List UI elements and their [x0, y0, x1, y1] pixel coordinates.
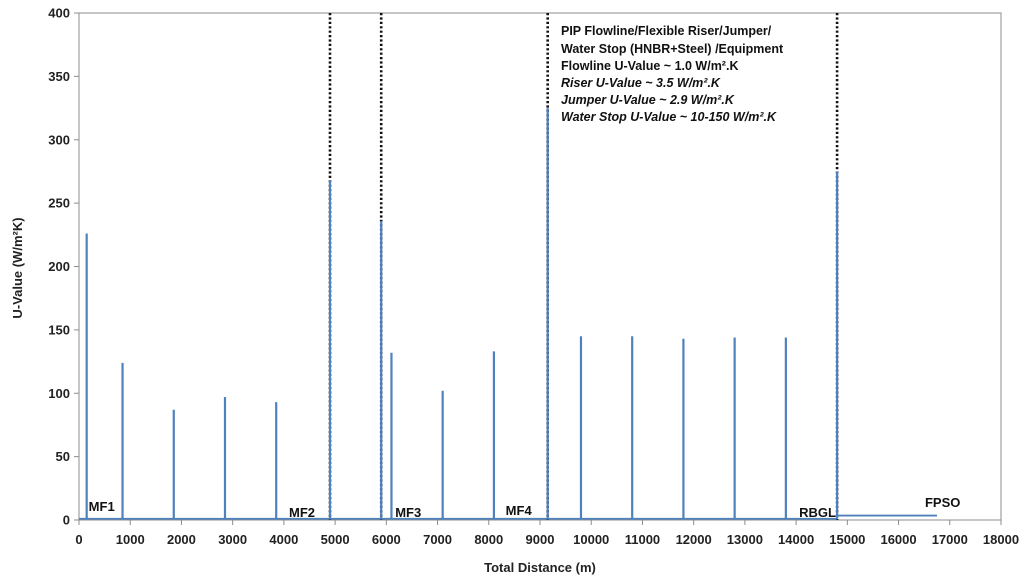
x-tick-label: 6000: [372, 532, 401, 547]
x-tick-label: 10000: [573, 532, 609, 547]
y-tick-label: 300: [48, 132, 70, 147]
x-tick-label: 18000: [983, 532, 1019, 547]
station-labels: MF1 MF2 MF3 MF4 RBGL FPSO: [89, 495, 961, 520]
x-tick-label: 15000: [829, 532, 865, 547]
y-tick-label: 200: [48, 259, 70, 274]
annotation-line-6: Water Stop U-Value ~ 10-150 W/m².K: [561, 110, 777, 124]
y-tick-label: 350: [48, 69, 70, 84]
y-tick-label: 50: [56, 449, 70, 464]
station-label: FPSO: [925, 495, 960, 510]
y-tick-label: 250: [48, 196, 70, 211]
station-label: MF2: [289, 505, 315, 520]
station-label: RBGL: [799, 505, 836, 520]
x-tick-label: 4000: [269, 532, 298, 547]
x-tick-label: 17000: [932, 532, 968, 547]
x-tick-label: 3000: [218, 532, 247, 547]
x-tick-label: 13000: [727, 532, 763, 547]
annotation-line-5: Jumper U-Value ~ 2.9 W/m².K: [561, 93, 735, 107]
annotation-line-2: Water Stop (HNBR+Steel) /Equipment: [561, 42, 784, 56]
y-tick-label: 400: [48, 6, 70, 21]
u-value-annotation: PIP Flowline/Flexible Riser/Jumper/ Wate…: [561, 24, 784, 124]
x-tick-label: 11000: [625, 532, 660, 547]
station-label: MF4: [506, 503, 533, 518]
annotation-line-3: Flowline U-Value ~ 1.0 W/m².K: [561, 59, 738, 73]
x-tick-label: 9000: [526, 532, 555, 547]
x-tick-label: 5000: [321, 532, 350, 547]
x-tick-label: 16000: [880, 532, 916, 547]
y-tick-label: 100: [48, 386, 70, 401]
x-tick-label: 7000: [423, 532, 452, 547]
x-tick-label: 1000: [116, 532, 145, 547]
y-tick-label: 0: [63, 513, 70, 528]
station-label: MF1: [89, 499, 115, 514]
x-axis-title: Total Distance (m): [484, 560, 596, 575]
annotation-line-1: PIP Flowline/Flexible Riser/Jumper/: [561, 24, 772, 38]
x-tick-label: 2000: [167, 532, 196, 547]
u-value-series: [79, 108, 937, 520]
y-axis-title: U-Value (W/m²K): [10, 217, 25, 318]
annotation-line-4: Riser U-Value ~ 3.5 W/m².K: [561, 76, 721, 90]
x-tick-label: 8000: [474, 532, 503, 547]
x-axis-ticks: 0 1000 2000 3000 4000 5000 6000 7000 8000 9000 100…: [75, 520, 1019, 547]
station-label: MF3: [395, 505, 421, 520]
x-tick-label: 0: [75, 532, 82, 547]
y-tick-label: 150: [48, 322, 70, 337]
x-tick-label: 12000: [676, 532, 712, 547]
y-axis-ticks: 0 50 100 150 200 250 300 350 400: [48, 6, 79, 528]
x-tick-label: 14000: [778, 532, 814, 547]
